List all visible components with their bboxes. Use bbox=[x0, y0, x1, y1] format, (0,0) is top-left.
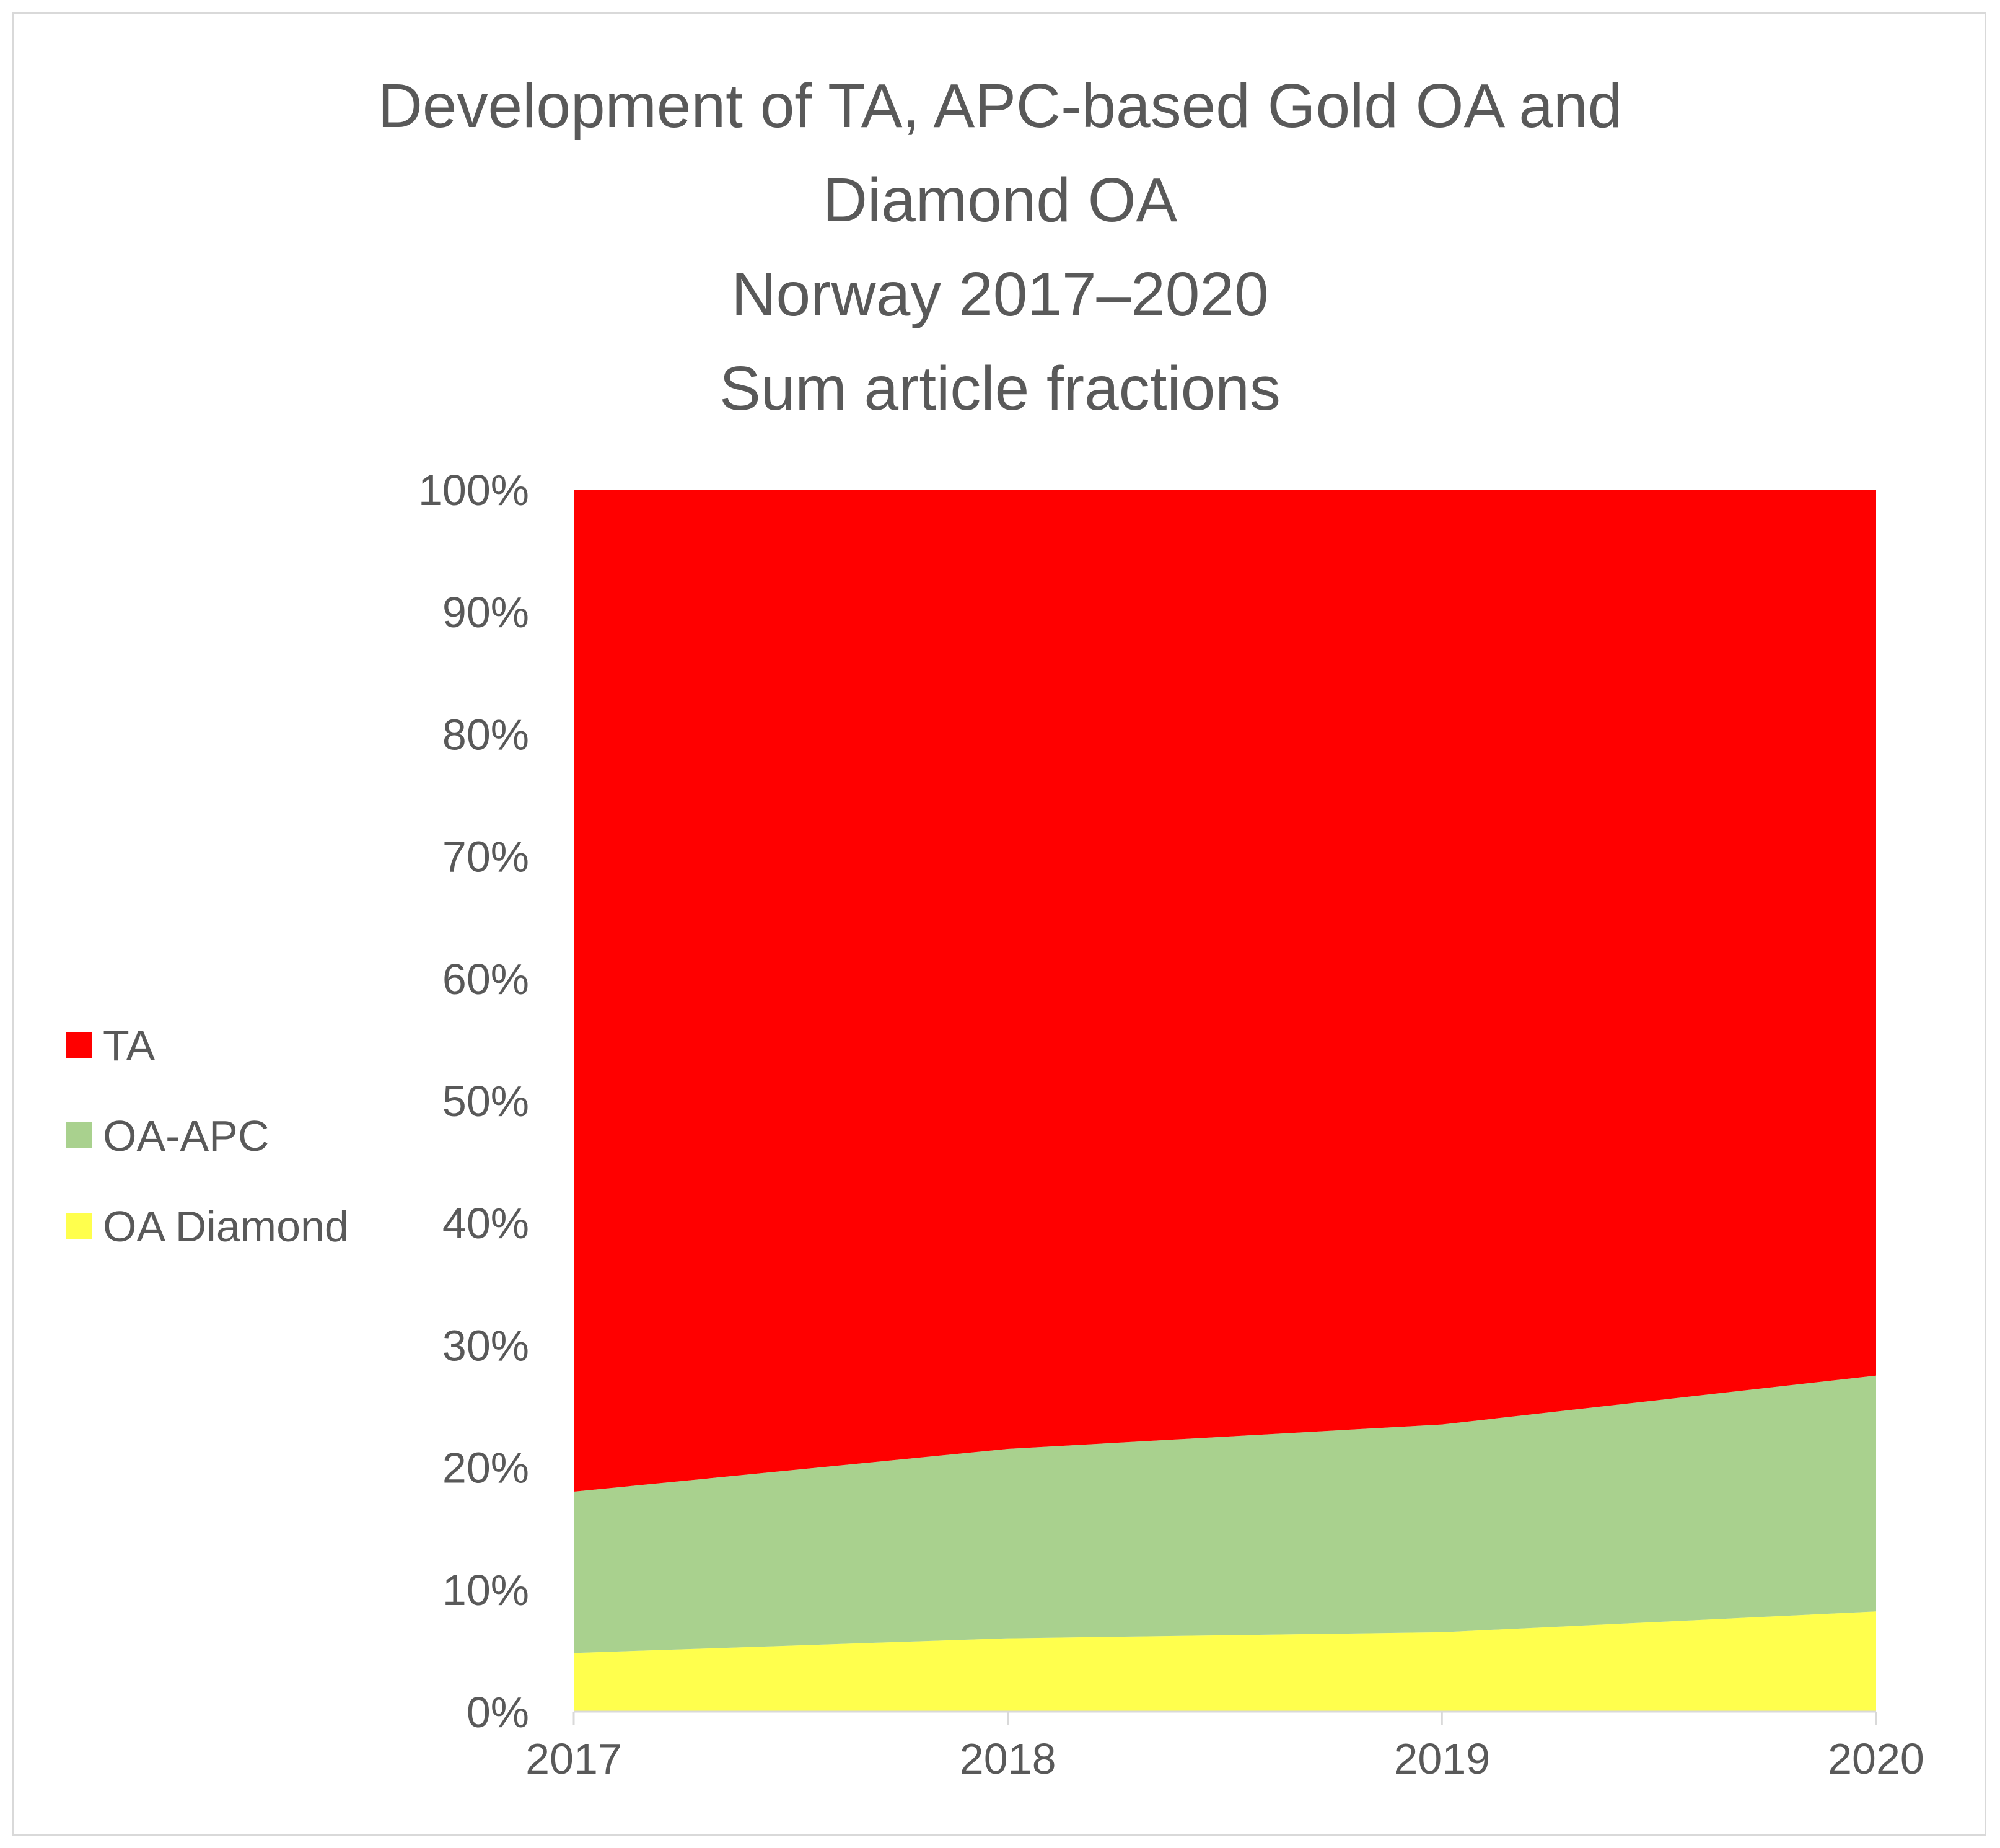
legend: TA OA-APC OA Diamond bbox=[66, 1021, 349, 1251]
y-tick-label: 40% bbox=[442, 1199, 529, 1247]
y-tick-label: 30% bbox=[442, 1321, 529, 1370]
areas-layer bbox=[574, 490, 1876, 1712]
chart-title-line-2: Diamond OA bbox=[822, 165, 1178, 235]
area-ta bbox=[574, 490, 1876, 1492]
x-tick-label: 2020 bbox=[1828, 1735, 1924, 1783]
x-tick-label: 2019 bbox=[1393, 1735, 1490, 1783]
chart-title-line-1: Development of TA, APC-based Gold OA and bbox=[377, 71, 1623, 141]
y-tick-label: 80% bbox=[442, 710, 529, 759]
legend-swatch-ta bbox=[66, 1032, 92, 1058]
legend-label-ta: TA bbox=[103, 1021, 156, 1070]
y-tick-label: 10% bbox=[442, 1566, 529, 1614]
axis-layer: 2017 2018 2019 2020 0% 10% 20% 30% 40% 50% 60% 70% 8… bbox=[418, 466, 1924, 1783]
y-tick-label: 0% bbox=[467, 1688, 529, 1736]
y-tick-label: 100% bbox=[418, 466, 529, 514]
y-tick-label: 90% bbox=[442, 588, 529, 636]
legend-label-oa-diamond: OA Diamond bbox=[103, 1202, 349, 1251]
legend-label-oa-apc: OA-APC bbox=[103, 1112, 269, 1160]
area-oa-diamond bbox=[574, 1611, 1876, 1712]
chart-title-line-3: Norway 2017–2020 bbox=[731, 260, 1269, 329]
y-tick-label: 20% bbox=[442, 1444, 529, 1492]
y-tick-label: 70% bbox=[442, 833, 529, 881]
area-oa-apc bbox=[574, 1375, 1876, 1653]
legend-swatch-oa-diamond bbox=[66, 1213, 92, 1239]
x-tick-label: 2018 bbox=[960, 1735, 1056, 1783]
legend-swatch-oa-apc bbox=[66, 1122, 92, 1148]
chart-title: Development of TA, APC-based Gold OA and… bbox=[0, 59, 2000, 436]
y-tick-label: 50% bbox=[442, 1077, 529, 1125]
y-tick-label: 60% bbox=[442, 955, 529, 1003]
x-tick-label: 2017 bbox=[525, 1735, 622, 1783]
chart-title-line-4: Sum article fractions bbox=[719, 354, 1281, 423]
